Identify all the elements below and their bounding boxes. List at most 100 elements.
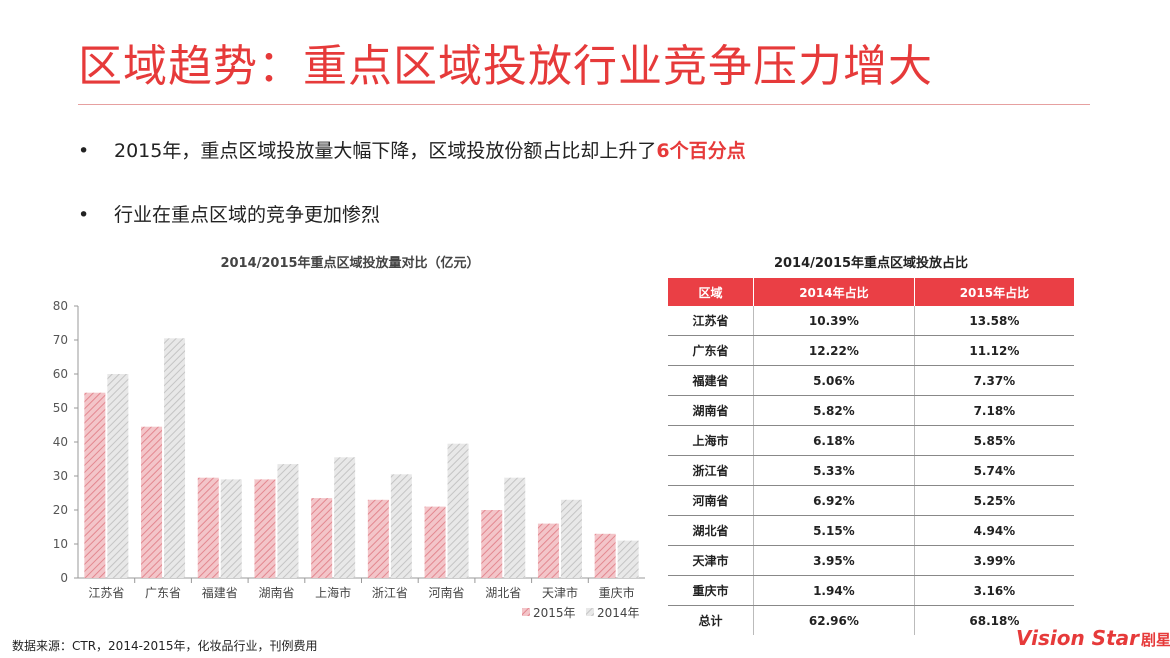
table-row: 湖南省 5.82% 7.18%: [668, 395, 1074, 426]
bar-2014: [617, 540, 639, 578]
table-row: 福建省 5.06% 7.37%: [668, 365, 1074, 396]
table-row: 重庆市 1.94% 3.16%: [668, 575, 1074, 606]
bar-2014: [277, 464, 299, 578]
y-tick-label: 60: [53, 367, 68, 381]
bar-2015: [311, 498, 333, 578]
legend-label-2014: 2014年: [597, 606, 640, 620]
table-cell: 13.58%: [913, 306, 1074, 336]
y-tick-label: 70: [53, 333, 68, 347]
x-tick-label: 湖南省: [258, 585, 294, 600]
table-row: 广东省 12.22% 11.12%: [668, 335, 1074, 366]
x-tick-label: 广东省: [145, 586, 181, 600]
y-tick-label: 40: [53, 435, 68, 449]
bar-2014: [447, 443, 469, 578]
legend-label-2015: 2015年: [533, 606, 576, 620]
bar-2014: [504, 477, 526, 578]
table-header-cell: 区域: [668, 278, 754, 306]
table-row: 河南省 6.92% 5.25%: [668, 485, 1074, 516]
y-tick-label: 10: [53, 537, 68, 551]
table-row: 浙江省 5.33% 5.74%: [668, 455, 1074, 486]
table-cell: 1.94%: [753, 575, 915, 606]
table-cell: 5.85%: [913, 425, 1074, 456]
table-cell: 10.39%: [753, 306, 915, 336]
y-tick-label: 50: [53, 401, 68, 415]
table-cell: 3.95%: [753, 545, 915, 576]
share-table: 区域 2014年占比 2015年占比 江苏省 10.39% 13.58% 广东省 12.22…: [668, 278, 1074, 635]
bar-2015: [197, 477, 219, 578]
table-cell: 4.94%: [913, 515, 1074, 546]
bar-2014: [220, 479, 242, 578]
table-cell: 重庆市: [668, 575, 754, 606]
table-cell: 11.12%: [913, 335, 1074, 366]
legend-swatch-2014: [586, 608, 594, 616]
table-header-cell: 2015年占比: [913, 278, 1074, 306]
page-title: 区域趋势：重点区域投放行业竞争压力增大: [78, 41, 933, 92]
table-cell: 7.18%: [913, 395, 1074, 426]
table-row: 上海市 6.18% 5.85%: [668, 425, 1074, 456]
table-cell: 3.16%: [913, 575, 1074, 606]
table-cell: 62.96%: [753, 605, 915, 635]
table-header-cell: 2014年占比: [753, 278, 915, 306]
table-cell: 12.22%: [753, 335, 915, 366]
table-cell: 68.18%: [913, 605, 1074, 635]
table-row: 总计 62.96% 68.18%: [668, 605, 1074, 635]
x-tick-label: 天津市: [542, 585, 578, 600]
table-cell: 5.06%: [753, 365, 915, 396]
table-cell: 福建省: [668, 365, 754, 396]
table-cell: 河南省: [668, 485, 754, 516]
bar-2015: [537, 523, 559, 578]
y-tick-label: 30: [53, 469, 68, 483]
table-row: 江苏省 10.39% 13.58%: [668, 306, 1074, 336]
table-cell: 5.25%: [913, 485, 1074, 516]
table-cell: 6.18%: [753, 425, 915, 456]
logo-brand: Vision Star: [1016, 626, 1140, 650]
table-cell: 广东省: [668, 335, 754, 366]
chart-title: 2014/2015年重点区域投放量对比（亿元）: [220, 256, 480, 271]
bar-2015: [84, 392, 106, 578]
bullet-1-highlight: 6个百分点: [656, 140, 746, 162]
bullet-marker: •: [78, 204, 90, 226]
x-tick-label: 福建省: [202, 585, 238, 600]
bar-2014: [560, 499, 582, 578]
bar-2014: [334, 457, 356, 578]
table-cell: 7.37%: [913, 365, 1074, 396]
table-cell: 上海市: [668, 425, 754, 456]
y-tick-label: 0: [60, 571, 68, 585]
table-cell: 5.82%: [753, 395, 915, 426]
bullet-1-text: 2015年，重点区域投放量大幅下降，区域投放份额占比却上升了: [114, 140, 657, 162]
y-tick-label: 20: [53, 503, 68, 517]
table-cell: 江苏省: [668, 306, 754, 336]
table-cell: 3.99%: [913, 545, 1074, 576]
table-cell: 6.92%: [753, 485, 915, 516]
x-tick-label: 河南省: [429, 585, 465, 600]
bar-2015: [367, 499, 389, 578]
x-tick-label: 浙江省: [372, 586, 408, 600]
x-tick-label: 上海市: [315, 585, 351, 600]
bullet-1: • 2015年，重点区域投放量大幅下降，区域投放份额占比却上升了6个百分点: [78, 136, 746, 163]
table-cell: 天津市: [668, 545, 754, 576]
table-cell: 总计: [698, 614, 723, 628]
table-cell: 湖北省: [668, 515, 754, 546]
bar-2014: [164, 338, 186, 578]
bullet-2: • 行业在重点区域的竞争更加惨烈: [78, 200, 380, 227]
bar-2015: [424, 506, 446, 578]
bar-chart: 0 10 20 30 40 50 60 70 80 江苏省 广东省 福建省 湖南省 上海市 浙江省 河南省 湖北…: [53, 299, 645, 620]
bar-2014: [390, 474, 412, 578]
x-tick-label: 江苏省: [88, 586, 124, 600]
brand-logo: Vision Star剧星传媒: [1016, 626, 1170, 650]
table-cell: 5.33%: [753, 455, 915, 486]
bar-2014: [107, 374, 129, 578]
source-note: 数据来源：CTR，2014-2015年，化妆品行业，刊例费用: [12, 639, 318, 653]
bullet-2-text: 行业在重点区域的竞争更加惨烈: [114, 204, 381, 226]
table-row: 湖北省 5.15% 4.94%: [668, 515, 1074, 546]
bar-2015: [481, 510, 503, 578]
legend-swatch-2015: [522, 608, 530, 616]
x-tick-label: 重庆市: [599, 585, 635, 600]
table-cell: 湖南省: [668, 395, 754, 426]
table-cell: 5.15%: [753, 515, 915, 546]
bar-2015: [141, 426, 163, 578]
logo-name: 剧星传媒: [1141, 631, 1170, 649]
bullet-marker: •: [78, 140, 90, 162]
table-cell: 浙江省: [668, 455, 754, 486]
bar-2015: [254, 479, 276, 578]
